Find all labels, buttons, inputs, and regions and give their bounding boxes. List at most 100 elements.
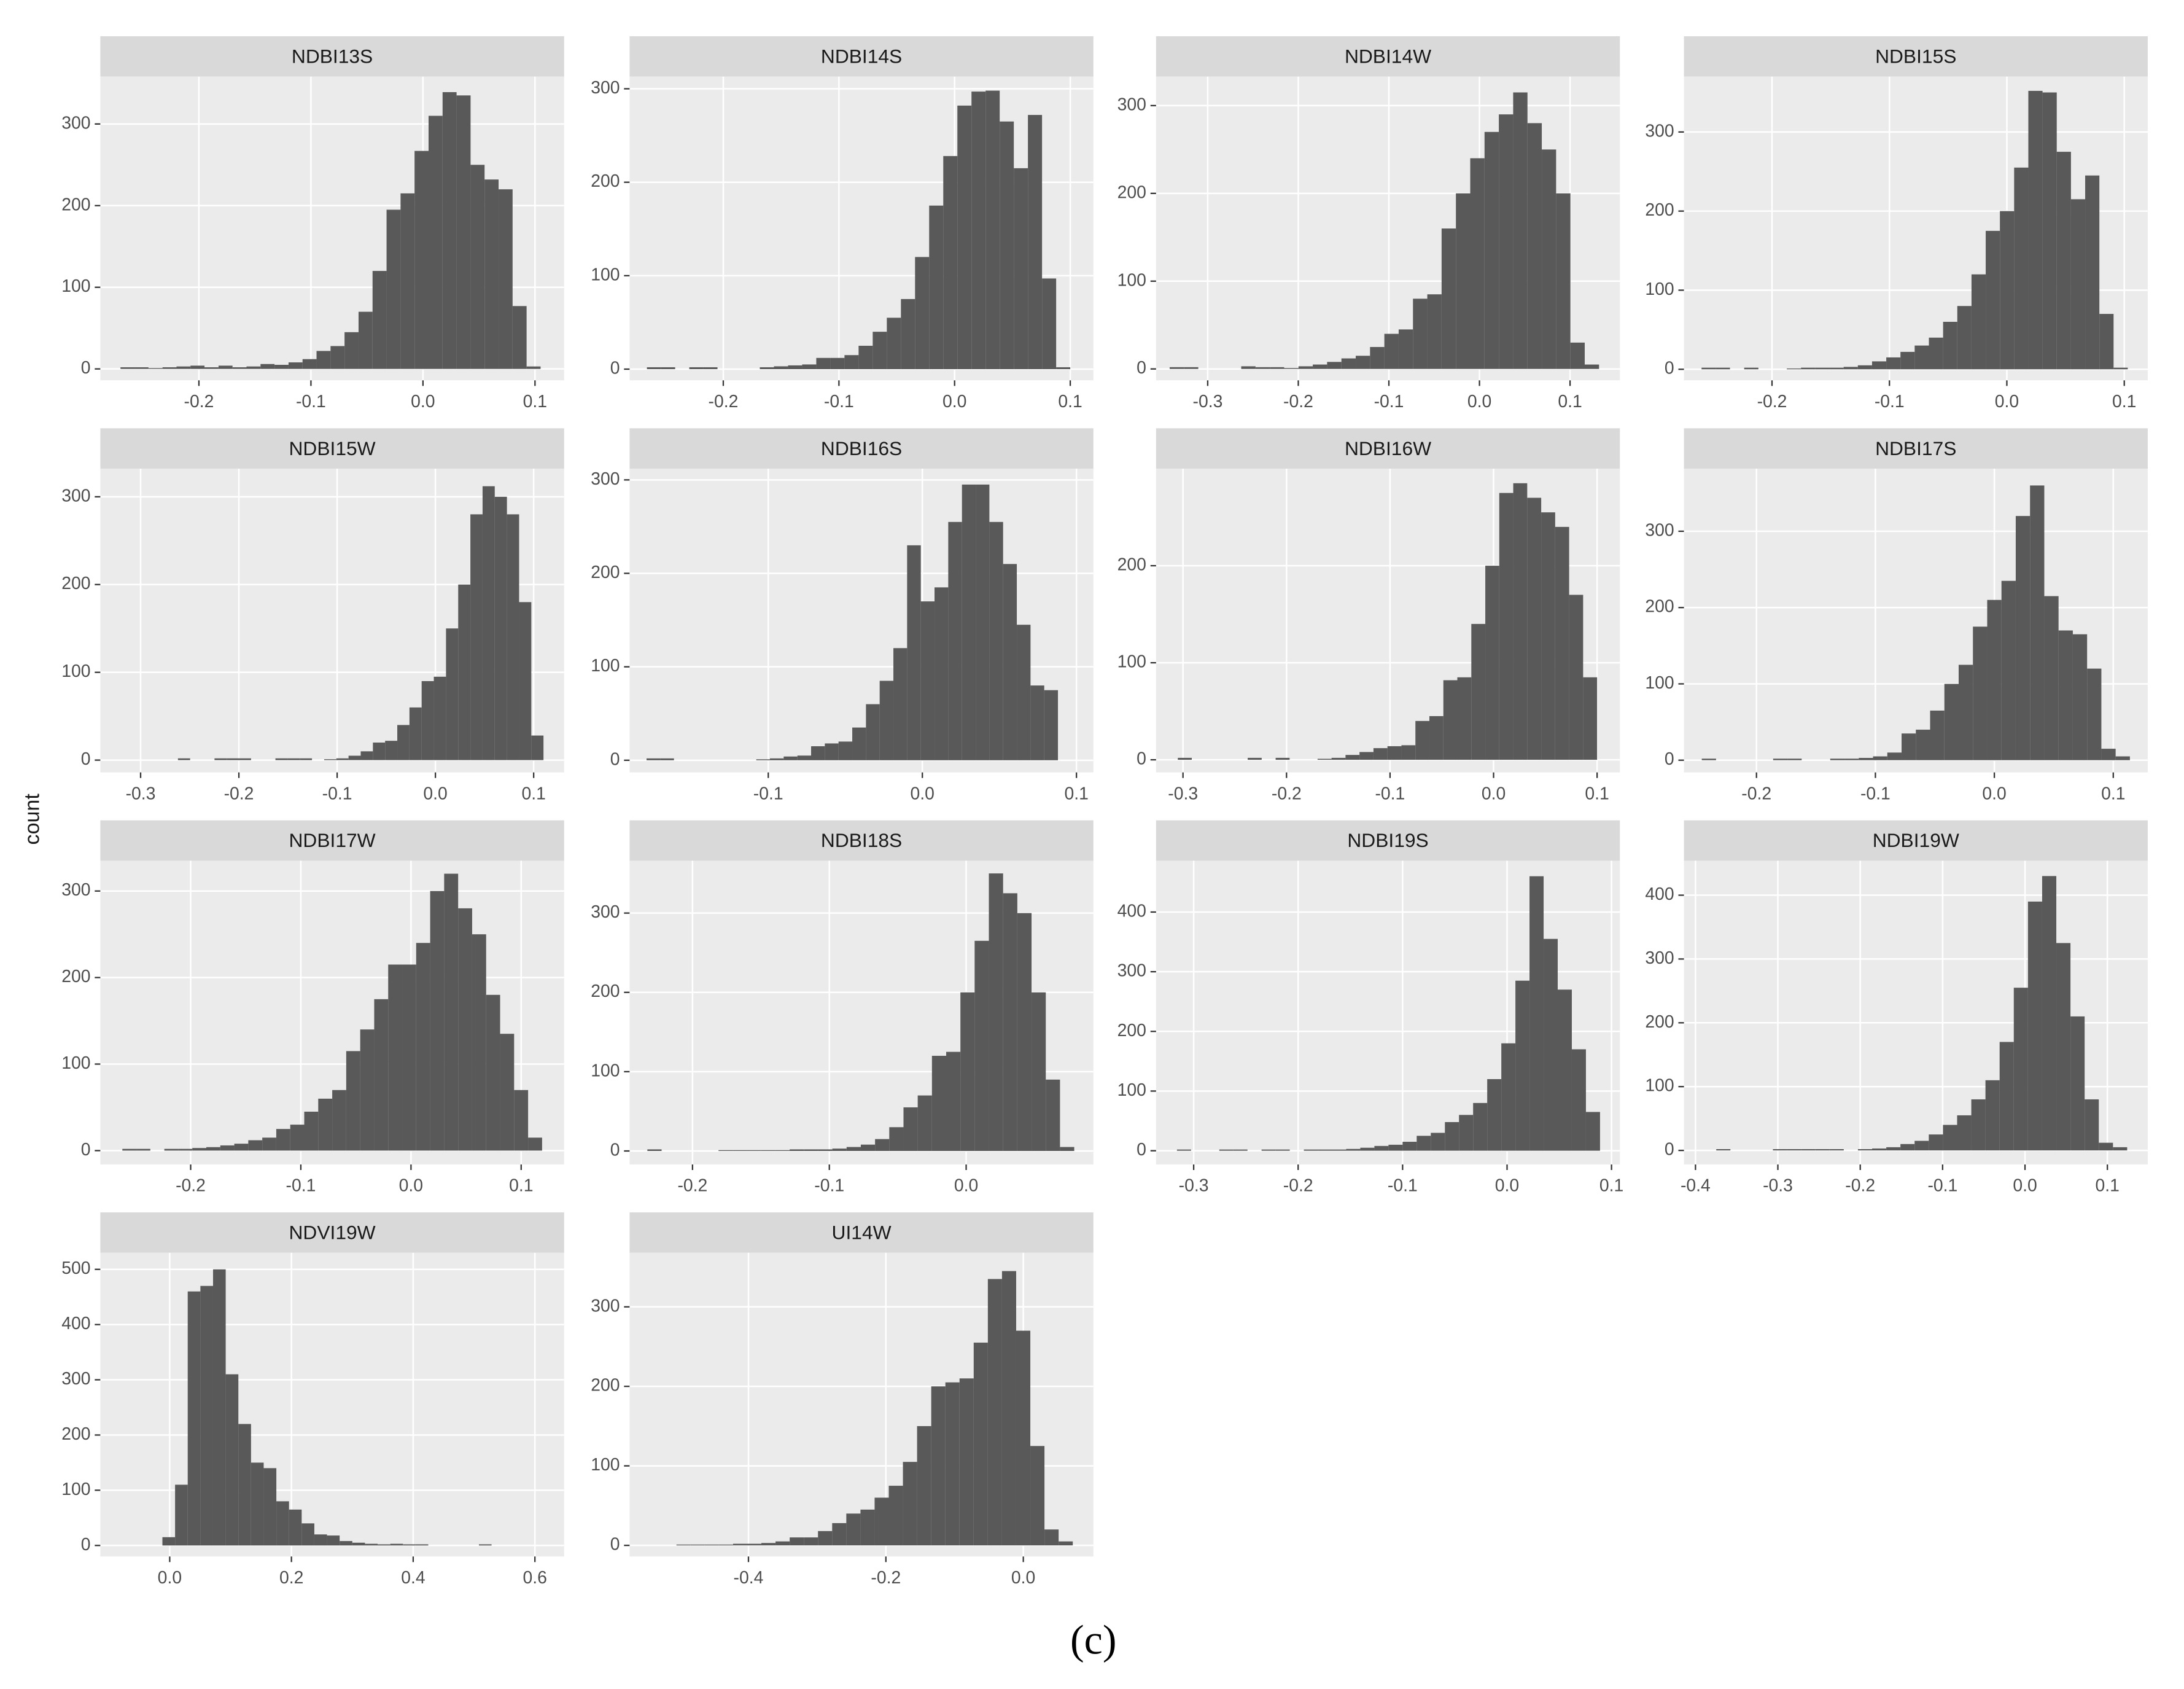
histogram-bar [931, 1386, 946, 1546]
histogram-bar [1044, 690, 1059, 760]
y-axis-label: count [20, 794, 44, 845]
histogram-bar [378, 1544, 391, 1546]
histogram-bar [775, 1541, 790, 1546]
histogram-bar [1044, 1529, 1059, 1546]
histogram-bar [761, 1150, 775, 1151]
histogram-bar [470, 165, 485, 369]
histogram-bar [1815, 367, 1830, 370]
histogram-bar [360, 1029, 375, 1151]
histogram-bar [858, 345, 873, 370]
histogram-bar [846, 1147, 861, 1151]
histogram-bar [2042, 876, 2057, 1151]
histogram-bar [1014, 168, 1028, 370]
histogram-bar [887, 318, 901, 370]
histogram-bar [703, 367, 718, 370]
y-tick-label: 0 [610, 359, 620, 378]
y-tick-label: 400 [1645, 884, 1674, 904]
histogram-bar [1957, 306, 1972, 370]
x-tick-label: 0.0 [1495, 1176, 1519, 1196]
histogram-bar [514, 1090, 529, 1151]
histogram-bar [733, 1150, 747, 1151]
histogram-bar [2072, 634, 2088, 760]
histogram-bar [358, 311, 373, 369]
y-tick-label: 300 [1645, 520, 1674, 540]
histogram-bar [500, 1034, 515, 1151]
panel-title: NDBI16S [821, 437, 902, 459]
histogram-bar [340, 1541, 352, 1546]
histogram-bar [1457, 677, 1472, 760]
x-tick-label: 0.0 [1011, 1568, 1035, 1588]
histogram-bar [414, 150, 429, 369]
histogram-bar [718, 1150, 733, 1151]
x-tick-label: -0.2 [677, 1176, 707, 1196]
x-tick-label: -0.1 [1374, 392, 1404, 412]
y-tick-label: 300 [61, 113, 90, 133]
histogram-bar [818, 1531, 833, 1546]
histogram-bar [482, 486, 495, 760]
histogram-bar [985, 90, 1000, 370]
histogram-bar [1471, 623, 1486, 760]
histogram-bar [946, 1051, 961, 1151]
histogram-bar [344, 332, 359, 369]
histogram-bar [830, 357, 845, 370]
y-tick-label: 400 [1117, 901, 1146, 921]
x-tick-label: -0.2 [871, 1568, 901, 1588]
histogram-bar [2014, 167, 2029, 370]
x-tick-label: 0.0 [954, 1176, 978, 1196]
x-tick-label: 0.0 [911, 784, 935, 803]
x-tick-label: 0.4 [401, 1568, 425, 1588]
histogram-bar [148, 368, 163, 369]
histogram-bar [176, 366, 191, 369]
histogram-bar [1416, 1136, 1431, 1151]
panel: NDBI14W 0 100 200 300 -0.3 -0.2 -0.1 0.0 0.1 [1117, 36, 1620, 412]
y-tick-label: 300 [61, 486, 90, 505]
histogram-bar [1958, 665, 1973, 760]
histogram-bar [1499, 493, 1514, 760]
histogram-bar [790, 1537, 804, 1546]
y-tick-label: 100 [61, 1480, 90, 1499]
x-tick-label: -0.2 [1845, 1176, 1875, 1196]
histogram-bar [1857, 1149, 1873, 1151]
histogram-bar [1341, 358, 1356, 369]
histogram-bar [1843, 367, 1858, 370]
histogram-bar [512, 306, 527, 369]
histogram-bar [1304, 1149, 1318, 1151]
y-tick-label: 300 [61, 1369, 90, 1389]
histogram-bar [2070, 199, 2086, 370]
histogram-bar [1900, 1144, 1915, 1151]
histogram-bar [1056, 367, 1071, 370]
x-tick-label: -0.2 [1283, 1176, 1313, 1196]
histogram-bar [1872, 1148, 1887, 1151]
x-tick-label: 0.1 [1558, 392, 1582, 412]
histogram-bar [528, 1137, 542, 1151]
histogram-bar [330, 346, 345, 369]
histogram-bar [811, 746, 825, 760]
histogram-bar [1716, 1149, 1731, 1151]
histogram-bar [365, 1543, 378, 1546]
histogram-bar [775, 1150, 790, 1151]
x-tick-label: -0.2 [1272, 784, 1302, 803]
x-tick-label: -0.4 [734, 1568, 764, 1588]
y-tick-label: 100 [61, 1053, 90, 1073]
histogram-bar [1331, 757, 1346, 760]
histogram-bar [756, 759, 771, 760]
histogram-bar [1787, 1149, 1801, 1151]
y-tick-label: 300 [1645, 948, 1674, 968]
histogram-bar [2000, 211, 2015, 370]
histogram-bar [2113, 367, 2128, 370]
histogram-bar [1060, 1147, 1075, 1151]
histogram-bar [1558, 989, 1572, 1151]
histogram-bar [442, 92, 457, 369]
histogram-bar [246, 366, 261, 369]
histogram-bar [1902, 733, 1916, 760]
panel-title: NDBI16W [1345, 437, 1431, 459]
histogram-bar [1900, 351, 1915, 370]
histogram-bar [1716, 367, 1730, 370]
histogram-bar [2085, 1099, 2099, 1151]
y-tick-label: 200 [591, 563, 620, 582]
histogram-bar [832, 1523, 847, 1546]
histogram-bar [893, 648, 907, 760]
histogram-bar [402, 964, 416, 1151]
histogram-bar [263, 1468, 277, 1546]
